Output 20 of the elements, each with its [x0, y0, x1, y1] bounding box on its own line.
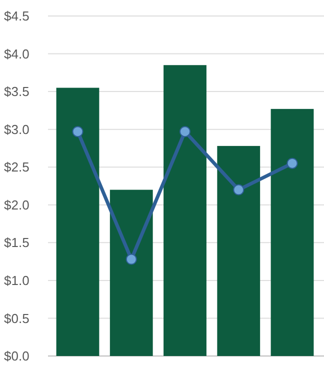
bar — [217, 146, 260, 356]
bar — [56, 88, 100, 356]
y-tick-label: $2.0 — [4, 197, 30, 212]
point — [233, 184, 244, 196]
point — [286, 158, 298, 169]
y-tick-label: $4.0 — [4, 46, 30, 62]
y-tick-label: $0.0 — [4, 348, 30, 364]
bar — [110, 190, 153, 356]
y-tick-label: $2.5 — [4, 160, 30, 175]
point — [72, 126, 84, 138]
y-tick-label: $3.5 — [4, 84, 30, 100]
y-tick-label: $1.5 — [4, 235, 30, 250]
y-tick-label: $4.5 — [4, 8, 30, 24]
point — [180, 126, 190, 138]
y-tick-label: $1.0 — [4, 272, 30, 288]
point — [126, 254, 137, 265]
bar — [164, 65, 206, 356]
y-tick-label: $3.0 — [4, 122, 30, 137]
bar — [270, 108, 314, 356]
y-tick-label: $0.5 — [4, 310, 30, 326]
